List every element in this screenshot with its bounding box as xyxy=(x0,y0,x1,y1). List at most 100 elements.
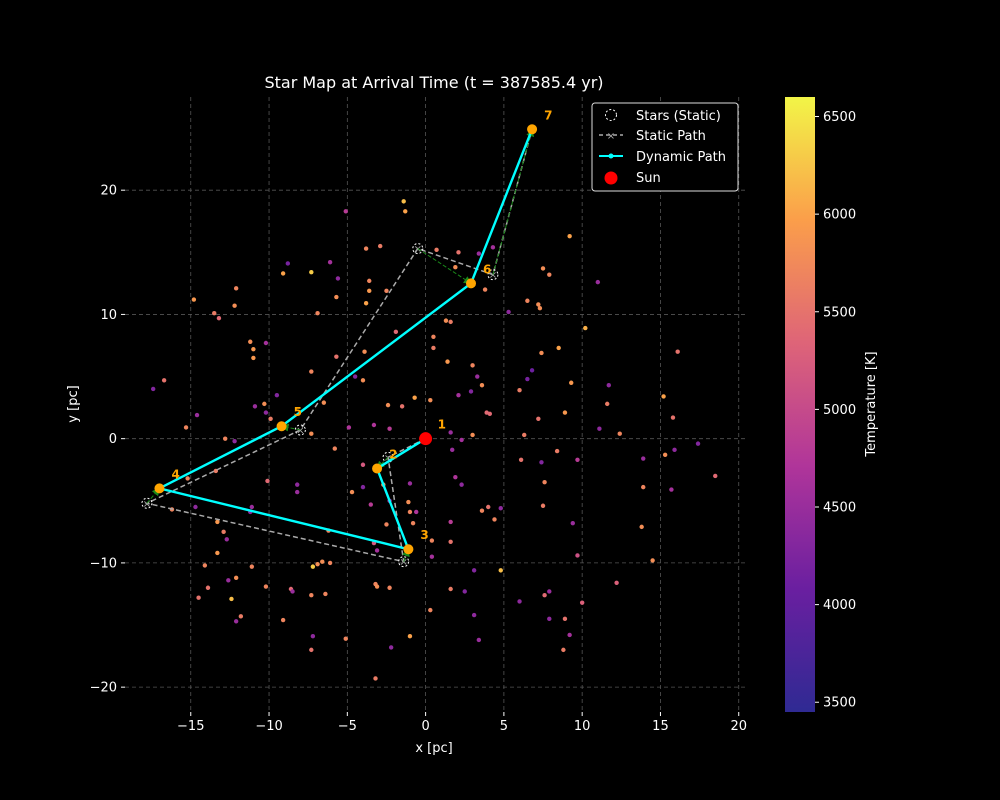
star-point xyxy=(387,426,392,431)
waypoint-marker xyxy=(372,463,383,474)
star-point xyxy=(295,482,300,487)
star-point xyxy=(470,432,475,438)
star-point xyxy=(661,394,666,399)
star-point xyxy=(343,636,348,641)
star-point xyxy=(378,243,383,249)
waypoint-label: 6 xyxy=(483,262,491,276)
star-point xyxy=(373,676,378,681)
colorbar-tick-label: 6000 xyxy=(823,208,856,223)
star-point xyxy=(334,354,339,359)
star-point xyxy=(407,634,413,639)
star-point xyxy=(459,437,464,443)
star-point xyxy=(476,251,482,256)
star-point xyxy=(202,563,208,568)
star-point xyxy=(191,297,197,302)
star-point xyxy=(695,441,701,446)
static-path-marker: × xyxy=(489,270,497,281)
star-point xyxy=(268,416,273,421)
star-point xyxy=(249,504,255,510)
star-point xyxy=(539,350,544,356)
star-point xyxy=(327,260,333,265)
star-point xyxy=(605,401,610,407)
waypoint-label: 4 xyxy=(171,467,179,481)
star-point xyxy=(194,412,200,418)
star-point xyxy=(542,593,547,598)
star-point xyxy=(251,347,256,352)
star-point xyxy=(540,503,546,508)
star-point xyxy=(672,447,677,453)
star-point xyxy=(384,522,389,527)
sun-marker xyxy=(419,432,433,446)
star-point xyxy=(309,593,314,598)
star-point xyxy=(363,246,369,251)
star-point xyxy=(569,380,574,385)
star-point xyxy=(310,634,316,639)
star-point xyxy=(525,298,530,303)
star-point xyxy=(562,616,568,622)
star-point xyxy=(215,550,220,556)
star-point xyxy=(360,378,366,383)
star-point xyxy=(471,612,477,618)
y-axis-label: y [pc] xyxy=(66,385,81,422)
chart-title: Star Map at Arrival Time (t = 387585.4 y… xyxy=(264,73,603,92)
star-point xyxy=(363,301,369,306)
star-point xyxy=(606,383,611,388)
star-point xyxy=(567,632,572,638)
static-star-circle xyxy=(487,269,499,281)
star-point xyxy=(579,600,585,605)
star-point xyxy=(161,378,167,383)
star-point xyxy=(399,404,405,409)
star-point xyxy=(263,340,269,346)
waypoint-marker xyxy=(403,544,414,555)
star-point xyxy=(453,265,458,270)
waypoint-labels: 1 2 3 4 5 6 7 xyxy=(171,108,552,542)
star-point xyxy=(352,374,358,379)
star-point xyxy=(462,589,467,594)
static-path-marker: × xyxy=(414,244,422,255)
star-point xyxy=(360,484,366,490)
star-point xyxy=(547,616,552,622)
star-point xyxy=(518,457,524,462)
star-point xyxy=(482,287,488,292)
static-path-marker: × xyxy=(143,499,151,510)
star-point xyxy=(280,617,286,623)
star-point xyxy=(562,410,568,415)
star-point xyxy=(650,558,655,563)
star-point xyxy=(498,506,503,511)
waypoint-label: 3 xyxy=(420,528,428,542)
star-point xyxy=(309,269,314,275)
y-tick-label: 0 xyxy=(109,432,117,447)
grid xyxy=(125,97,745,712)
waypoint-label: 2 xyxy=(389,447,397,461)
star-point xyxy=(221,529,226,535)
star-point xyxy=(554,448,560,454)
star-point xyxy=(443,318,449,323)
waypoint-marker xyxy=(154,483,165,494)
star-point xyxy=(556,345,561,351)
x-tick-label: −10 xyxy=(255,719,282,734)
dynamic-path-line xyxy=(156,128,534,551)
star-point xyxy=(224,537,229,542)
star-point xyxy=(280,271,286,276)
colorbar-tick-label: 5000 xyxy=(823,403,856,418)
star-point xyxy=(212,310,217,316)
static-star-circle xyxy=(398,556,410,568)
star-point xyxy=(431,345,436,351)
legend-dynamic-dot xyxy=(608,153,614,159)
legend-box xyxy=(591,102,739,192)
star-point xyxy=(617,431,622,436)
sun-point xyxy=(419,432,433,446)
star-point xyxy=(479,383,485,388)
star-point xyxy=(367,288,372,294)
star-point xyxy=(274,392,280,398)
star-point xyxy=(428,397,433,403)
star-point xyxy=(448,519,453,525)
star-point xyxy=(525,376,530,382)
star-point xyxy=(349,489,355,495)
offset-arrows xyxy=(146,128,535,562)
star-point xyxy=(320,559,325,564)
star-point xyxy=(385,402,391,408)
legend-static-label: Static Path xyxy=(636,129,706,144)
offset-arrow xyxy=(402,548,410,562)
star-point xyxy=(309,431,314,436)
